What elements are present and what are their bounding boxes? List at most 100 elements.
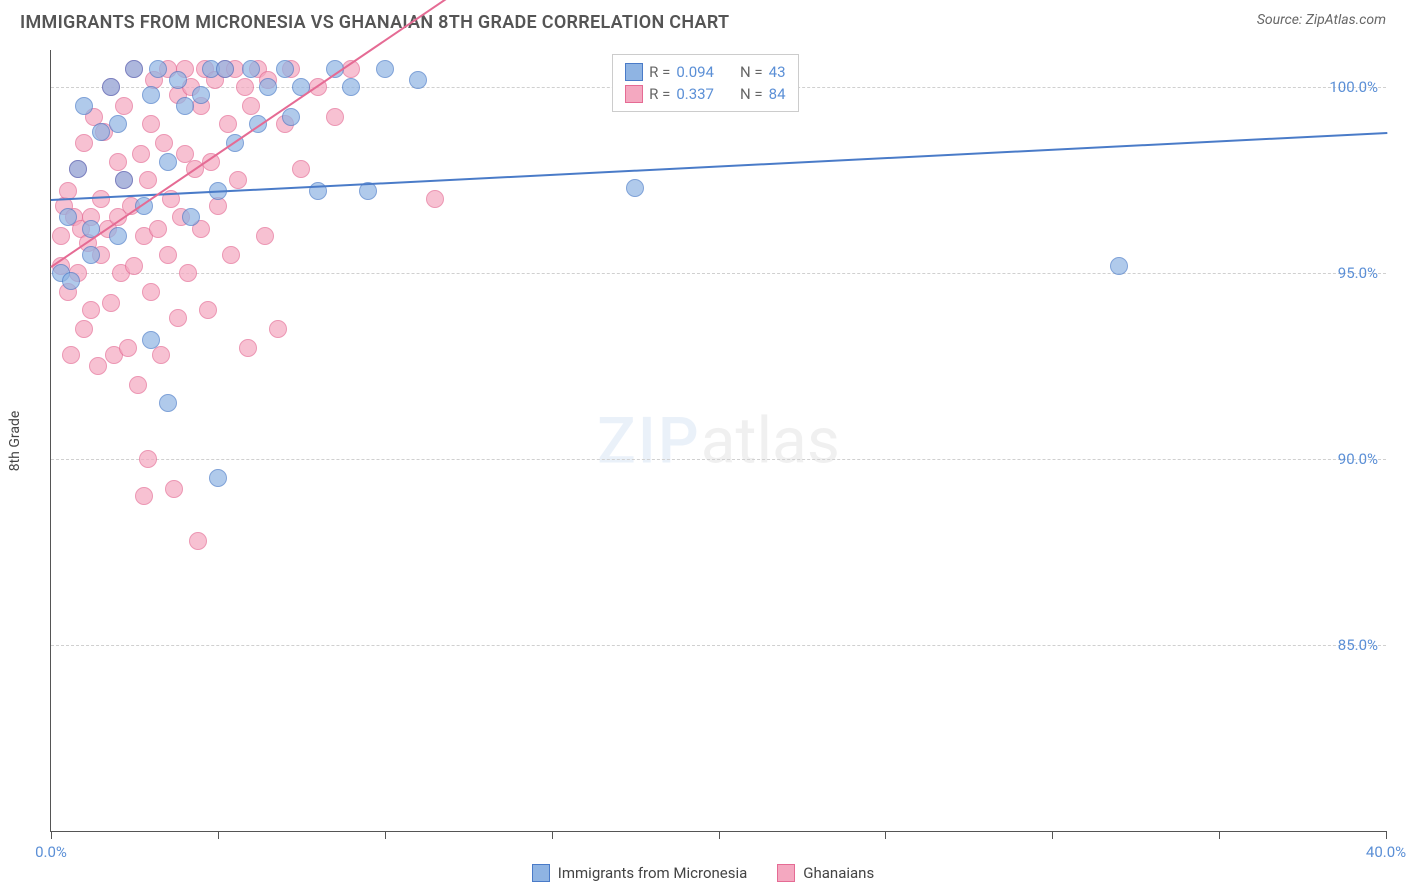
stats-legend: R = 0.094 N = 43 R = 0.337 N = 84 bbox=[612, 54, 798, 112]
data-point bbox=[129, 376, 147, 394]
x-tick bbox=[1052, 831, 1053, 839]
data-point bbox=[75, 134, 93, 152]
x-tick-label: 0.0% bbox=[35, 843, 67, 861]
grid-line bbox=[51, 273, 1386, 274]
data-point bbox=[59, 208, 77, 226]
trend-line bbox=[51, 132, 1387, 201]
grid-line bbox=[51, 459, 1386, 460]
data-point bbox=[192, 86, 210, 104]
legend-swatch bbox=[625, 63, 643, 81]
data-point bbox=[142, 115, 160, 133]
x-tick bbox=[1386, 831, 1387, 839]
data-point bbox=[52, 227, 70, 245]
data-point bbox=[199, 301, 217, 319]
data-point bbox=[152, 346, 170, 364]
data-point bbox=[75, 97, 93, 115]
data-point bbox=[142, 283, 160, 301]
legend-swatch bbox=[777, 864, 795, 882]
y-tick-label: 100.0% bbox=[1329, 78, 1378, 96]
data-point bbox=[115, 97, 133, 115]
legend-label: Ghanaians bbox=[803, 864, 874, 882]
data-point bbox=[209, 469, 227, 487]
grid-line bbox=[51, 645, 1386, 646]
watermark-atlas: atlas bbox=[701, 403, 840, 478]
watermark-zip: ZIP bbox=[597, 403, 701, 478]
data-point bbox=[189, 532, 207, 550]
data-point bbox=[216, 60, 234, 78]
x-tick-label: 40.0% bbox=[1366, 843, 1406, 861]
bottom-legend: Immigrants from Micronesia Ghanaians bbox=[0, 864, 1406, 882]
n-value: 84 bbox=[769, 85, 786, 103]
n-value: 43 bbox=[769, 63, 786, 81]
data-point bbox=[1110, 257, 1128, 275]
data-point bbox=[82, 301, 100, 319]
data-point bbox=[125, 257, 143, 275]
x-tick bbox=[552, 831, 553, 839]
data-point bbox=[69, 160, 87, 178]
data-point bbox=[119, 339, 137, 357]
data-point bbox=[82, 246, 100, 264]
data-point bbox=[139, 171, 157, 189]
data-point bbox=[102, 294, 120, 312]
data-point bbox=[229, 171, 247, 189]
legend-item: Ghanaians bbox=[777, 864, 874, 882]
data-point bbox=[159, 246, 177, 264]
data-point bbox=[376, 60, 394, 78]
data-point bbox=[179, 264, 197, 282]
n-label: N = bbox=[740, 63, 763, 81]
chart-region: ZIPatlas 85.0%90.0%95.0%100.0%0.0%40.0%R… bbox=[50, 50, 1386, 832]
stats-legend-row: R = 0.094 N = 43 bbox=[625, 61, 785, 83]
x-tick bbox=[885, 831, 886, 839]
x-tick bbox=[218, 831, 219, 839]
data-point bbox=[176, 97, 194, 115]
data-point bbox=[292, 160, 310, 178]
watermark: ZIPatlas bbox=[597, 403, 840, 478]
data-point bbox=[109, 227, 127, 245]
r-label: R = bbox=[649, 63, 670, 81]
n-label: N = bbox=[740, 85, 763, 103]
data-point bbox=[62, 346, 80, 364]
chart-title: IMMIGRANTS FROM MICRONESIA VS GHANAIAN 8… bbox=[20, 12, 729, 33]
data-point bbox=[109, 153, 127, 171]
data-point bbox=[236, 78, 254, 96]
legend-label: Immigrants from Micronesia bbox=[558, 864, 748, 882]
data-point bbox=[426, 190, 444, 208]
y-axis-label: 8th Grade bbox=[7, 411, 23, 472]
data-point bbox=[269, 320, 287, 338]
data-point bbox=[159, 153, 177, 171]
data-point bbox=[326, 108, 344, 126]
x-tick bbox=[51, 831, 52, 839]
data-point bbox=[256, 227, 274, 245]
data-point bbox=[62, 272, 80, 290]
r-value: 0.094 bbox=[676, 63, 714, 81]
data-point bbox=[142, 331, 160, 349]
data-point bbox=[155, 134, 173, 152]
y-tick-label: 85.0% bbox=[1338, 636, 1378, 654]
data-point bbox=[109, 115, 127, 133]
data-point bbox=[75, 320, 93, 338]
data-point bbox=[169, 309, 187, 327]
x-tick bbox=[1219, 831, 1220, 839]
data-point bbox=[125, 60, 143, 78]
data-point bbox=[282, 108, 300, 126]
data-point bbox=[135, 487, 153, 505]
data-point bbox=[139, 450, 157, 468]
data-point bbox=[242, 60, 260, 78]
data-point bbox=[239, 339, 257, 357]
r-value: 0.337 bbox=[676, 85, 714, 103]
data-point bbox=[92, 123, 110, 141]
data-point bbox=[259, 78, 277, 96]
plot-area: ZIPatlas 85.0%90.0%95.0%100.0%0.0%40.0%R… bbox=[50, 50, 1386, 832]
data-point bbox=[149, 60, 167, 78]
y-tick-label: 95.0% bbox=[1338, 264, 1378, 282]
x-tick bbox=[385, 831, 386, 839]
data-point bbox=[182, 208, 200, 226]
data-point bbox=[409, 71, 427, 89]
data-point bbox=[159, 394, 177, 412]
legend-item: Immigrants from Micronesia bbox=[532, 864, 748, 882]
data-point bbox=[115, 171, 133, 189]
r-label: R = bbox=[649, 85, 670, 103]
data-point bbox=[165, 480, 183, 498]
data-point bbox=[219, 115, 237, 133]
data-point bbox=[222, 246, 240, 264]
